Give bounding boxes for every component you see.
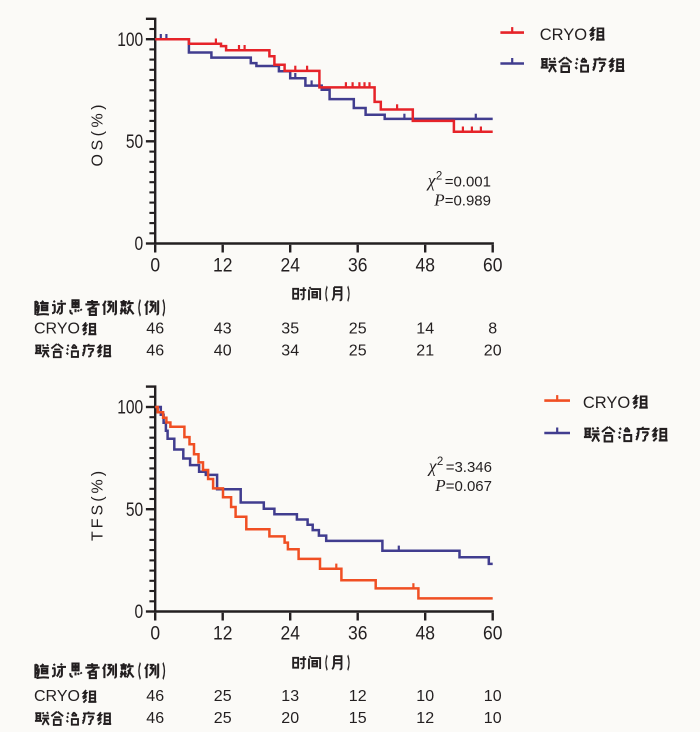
svg-text:2: 2 bbox=[436, 171, 442, 183]
svg-text:P: P bbox=[433, 191, 444, 210]
svg-text:50: 50 bbox=[126, 130, 143, 152]
svg-text:P: P bbox=[434, 476, 445, 495]
svg-text:13: 13 bbox=[281, 688, 299, 705]
svg-text:34: 34 bbox=[281, 342, 299, 359]
svg-text:CRYO: CRYO bbox=[34, 688, 80, 705]
svg-text:36: 36 bbox=[348, 254, 367, 276]
svg-text:46: 46 bbox=[146, 342, 164, 359]
svg-text:12: 12 bbox=[349, 688, 367, 705]
svg-text:48: 48 bbox=[415, 254, 434, 276]
svg-text:60: 60 bbox=[483, 622, 502, 644]
svg-text:25: 25 bbox=[214, 688, 232, 705]
svg-text:8: 8 bbox=[488, 321, 497, 338]
svg-text:χ: χ bbox=[427, 456, 438, 476]
svg-text:50: 50 bbox=[126, 498, 143, 520]
svg-text:0: 0 bbox=[135, 233, 144, 255]
svg-text:25: 25 bbox=[349, 321, 367, 338]
svg-text:40: 40 bbox=[214, 342, 232, 359]
svg-text:0: 0 bbox=[150, 254, 160, 276]
svg-text:10: 10 bbox=[484, 710, 502, 727]
svg-text:TFS(%): TFS(%) bbox=[90, 468, 107, 541]
svg-text:24: 24 bbox=[280, 254, 299, 276]
svg-text:CRYO: CRYO bbox=[540, 26, 588, 44]
svg-text:46: 46 bbox=[146, 321, 164, 338]
svg-text:48: 48 bbox=[415, 622, 434, 644]
svg-text:12: 12 bbox=[213, 622, 232, 644]
svg-text:24: 24 bbox=[280, 622, 299, 644]
svg-text:0: 0 bbox=[135, 601, 144, 623]
svg-text:12: 12 bbox=[213, 254, 232, 276]
svg-text:=0.067: =0.067 bbox=[446, 478, 492, 495]
svg-text:OS(%): OS(%) bbox=[90, 101, 107, 167]
svg-text:0: 0 bbox=[150, 622, 160, 644]
svg-text:46: 46 bbox=[146, 710, 164, 727]
svg-text:=0.001: =0.001 bbox=[445, 174, 491, 191]
svg-text:20: 20 bbox=[281, 710, 299, 727]
svg-text:=3.346: =3.346 bbox=[446, 459, 492, 476]
svg-text:=0.989: =0.989 bbox=[445, 193, 491, 210]
svg-text:CRYO: CRYO bbox=[583, 394, 631, 412]
svg-text:100: 100 bbox=[117, 28, 143, 50]
svg-text:35: 35 bbox=[281, 321, 299, 338]
svg-text:60: 60 bbox=[483, 254, 502, 276]
svg-text:χ: χ bbox=[426, 171, 437, 191]
svg-text:10: 10 bbox=[416, 688, 434, 705]
svg-text:10: 10 bbox=[484, 688, 502, 705]
svg-text:36: 36 bbox=[348, 622, 367, 644]
svg-text:21: 21 bbox=[416, 342, 434, 359]
svg-text:20: 20 bbox=[484, 342, 502, 359]
svg-text:100: 100 bbox=[117, 396, 143, 418]
svg-text:46: 46 bbox=[146, 688, 164, 705]
svg-text:2: 2 bbox=[437, 456, 443, 468]
svg-text:CRYO: CRYO bbox=[34, 321, 80, 338]
svg-text:14: 14 bbox=[416, 321, 434, 338]
svg-text:12: 12 bbox=[416, 710, 434, 727]
svg-text:25: 25 bbox=[349, 342, 367, 359]
svg-text:15: 15 bbox=[349, 710, 367, 727]
svg-text:25: 25 bbox=[214, 710, 232, 727]
svg-text:43: 43 bbox=[214, 321, 232, 338]
